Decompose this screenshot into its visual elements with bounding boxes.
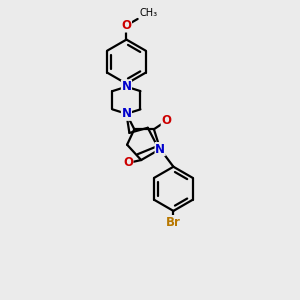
Text: Br: Br <box>166 216 181 229</box>
Text: N: N <box>122 107 131 120</box>
Text: O: O <box>161 115 171 128</box>
Text: O: O <box>123 157 133 169</box>
Text: O: O <box>122 19 131 32</box>
Text: CH₃: CH₃ <box>140 8 158 17</box>
Text: N: N <box>155 142 165 156</box>
Text: N: N <box>122 80 131 93</box>
